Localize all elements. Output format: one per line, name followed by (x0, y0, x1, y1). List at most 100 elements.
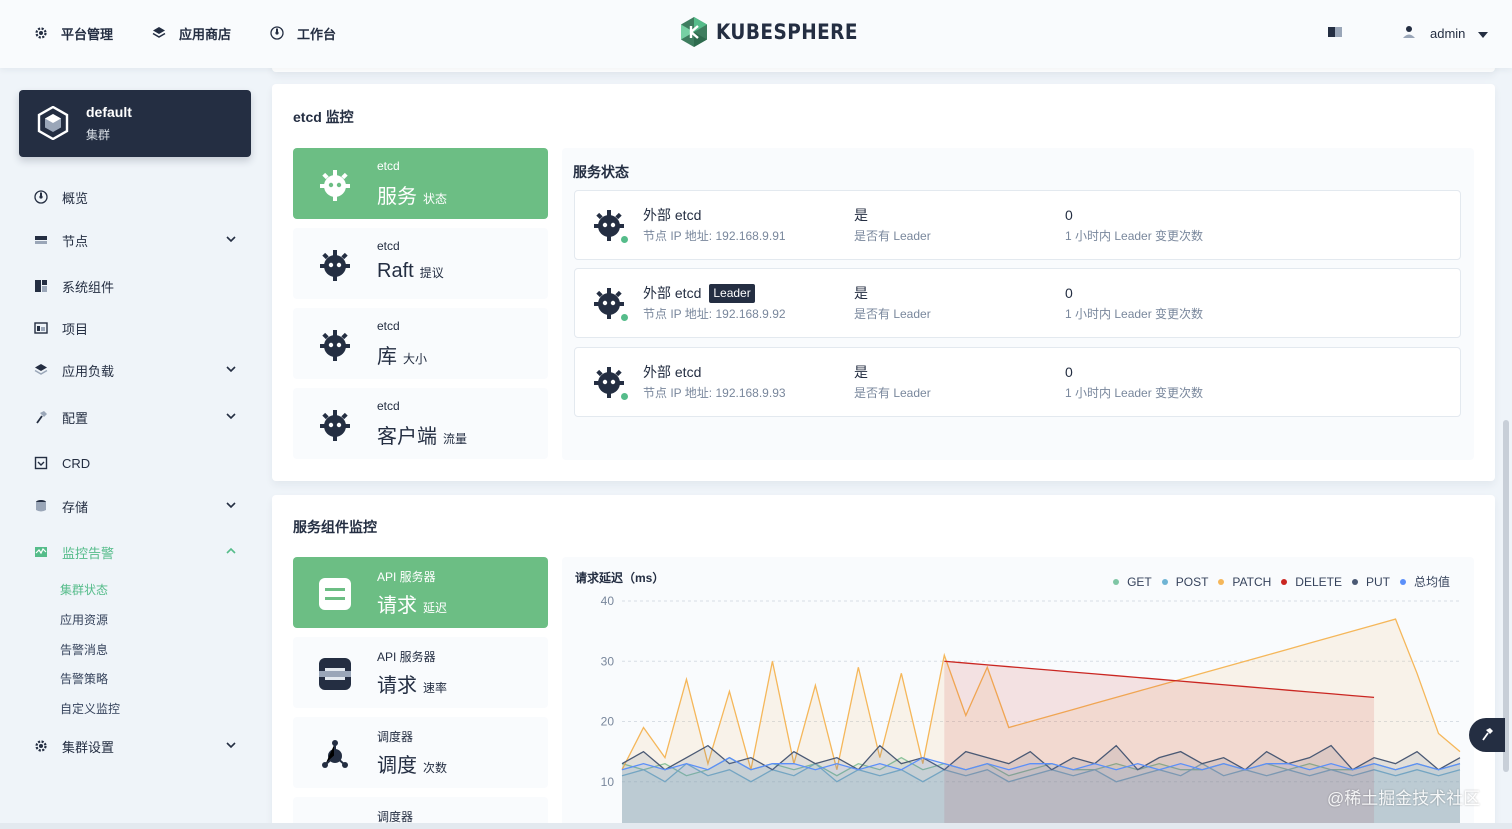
leader-changes-label: 1 小时内 Leader 变更次数 (1065, 386, 1204, 400)
sidebar-item-label: 配置 (62, 410, 89, 426)
cluster-type: 集群 (86, 128, 111, 142)
y-tick-label: 20 (601, 715, 615, 729)
sidebar-item-storage[interactable]: 存储 (33, 495, 243, 517)
sidebar-item-monitoring-alerting[interactable]: 监控告警 (33, 541, 243, 563)
sidebar-item-label: 项目 (62, 321, 89, 337)
tab-title: 服务 状态 (377, 186, 448, 208)
node-name: 外部 etcd (643, 207, 702, 223)
legend-dot (1218, 578, 1225, 585)
nav-platform-management[interactable]: 平台管理 (33, 22, 113, 44)
etcd-node-row: 外部 etcd Leader 节点 IP 地址: 192.168.9.92 是是否有… (574, 268, 1461, 338)
sidebar-item-label: 应用负载 (62, 363, 115, 379)
ip-value: 192.168.9.93 (715, 386, 786, 400)
nav-workbench[interactable]: 工作台 (269, 22, 336, 44)
series-line-DELETE[interactable] (944, 660, 1375, 699)
series-area-总均值 (622, 757, 1460, 829)
tab-etcd-service-status[interactable]: etcd 服务 状态 (293, 148, 548, 219)
legend-item[interactable]: DELETE (1281, 575, 1342, 589)
cluster-name: default (86, 104, 132, 120)
ip-label: 节点 IP 地址: (643, 386, 713, 400)
legend-item[interactable]: POST (1161, 574, 1209, 589)
ip-value: 192.168.9.91 (715, 229, 786, 243)
tab-subtitle: 调度器 (377, 730, 414, 744)
tab-subtitle: etcd (377, 319, 400, 333)
sidebar-item-configuration[interactable]: 配置 (33, 406, 243, 428)
leader-badge: Leader (709, 283, 755, 303)
legend-label: POST (1175, 574, 1209, 589)
layers-icon (151, 25, 167, 41)
sidebar-item-label: 节点 (62, 233, 89, 249)
kubesphere-logo[interactable]: KUBESPHERE (680, 16, 877, 48)
series-line-总均值[interactable] (621, 756, 1461, 771)
legend-dot (1161, 578, 1168, 585)
series-area-POST (622, 763, 1460, 829)
series-area-GET (622, 757, 1460, 829)
sidebar-item-label: 监控告警 (62, 545, 115, 561)
scheduler-icon (322, 740, 348, 768)
tab-title: 请求 速率 (377, 675, 448, 697)
status-dot (620, 313, 629, 322)
legend-item[interactable]: GET (1113, 575, 1152, 589)
user-menu[interactable]: admin (1402, 22, 1489, 44)
crd-icon (33, 455, 49, 471)
sidebar-subitem-alert-policies[interactable]: 告警策略 (60, 672, 109, 686)
series-line-POST[interactable] (621, 762, 1461, 783)
y-tick-label: 30 (601, 654, 615, 668)
docs-button[interactable] (1327, 22, 1343, 44)
sidebar-subitem-cluster-status[interactable]: 集群状态 (60, 583, 109, 597)
leader-changes-label: 1 小时内 Leader 变更次数 (1065, 229, 1204, 243)
sidebar-subitem-app-resources[interactable]: 应用资源 (60, 613, 109, 627)
leader-changes-label: 1 小时内 Leader 变更次数 (1065, 307, 1204, 321)
legend-dot (1113, 578, 1120, 585)
tab-etcd-client-traffic[interactable]: etcd 客户端 流量 (293, 388, 548, 459)
legend-item[interactable]: 总均值 (1399, 573, 1450, 590)
series-line-PUT[interactable] (621, 744, 1461, 771)
sidebar-item-crd[interactable]: CRD (33, 452, 243, 474)
service-status-box: 服务状态 外部 etcd 节点 IP 地址: 192.168.9.91 是是否有 … (562, 148, 1474, 460)
series-line-PATCH[interactable] (621, 618, 1461, 770)
toolbox-button[interactable] (1469, 718, 1505, 752)
tab-subtitle: 调度器 (377, 810, 414, 824)
sidebar-item-label: 概览 (62, 190, 89, 206)
chevron-down-icon (225, 363, 237, 378)
legend-item[interactable]: PATCH (1218, 575, 1271, 589)
status-dot (620, 235, 629, 244)
tab-apiserver-request-rate[interactable]: API 服务器 请求 速率 (293, 637, 548, 708)
hammer-icon (1480, 727, 1494, 744)
sidebar-item-cluster-settings[interactable]: 集群设置 (33, 735, 243, 757)
sidebar-item-nodes[interactable]: 节点 (33, 229, 243, 251)
tab-apiserver-request-latency[interactable]: API 服务器 请求 延迟 (293, 557, 548, 628)
tab-title: 调度 次数 (377, 755, 448, 777)
nav-app-store[interactable]: 应用商店 (151, 22, 231, 44)
sidebar-item-projects[interactable]: 项目 (33, 317, 243, 339)
monitor-icon (33, 544, 49, 560)
tab-etcd-db-size[interactable]: etcd 库大小 (293, 308, 548, 379)
etcd-icon (320, 170, 350, 201)
layers-icon (33, 362, 49, 378)
cluster-selector[interactable]: default 集群 (19, 90, 251, 157)
tab-etcd-raft-proposals[interactable]: etcd Raft 提议 (293, 228, 548, 299)
legend-label: PATCH (1232, 574, 1272, 589)
top-navigation-bar: 平台管理 应用商店 工作台 KUBESPHERE admin (0, 0, 1512, 68)
sidebar-item-label: 存储 (62, 499, 89, 515)
chart-legend: GET POST PATCH DELETE PUT 总均值 (1103, 573, 1450, 590)
sidebar-subitem-custom-monitoring[interactable]: 自定义监控 (60, 702, 121, 716)
etcd-icon (594, 367, 624, 398)
sidebar-item-workloads[interactable]: 应用负载 (33, 359, 243, 381)
etcd-icon (320, 330, 350, 361)
chevron-down-icon (225, 233, 237, 248)
tab-scheduler-attempts[interactable]: 调度器 调度 次数 (293, 717, 548, 788)
book-icon (1327, 25, 1343, 42)
ip-label: 节点 IP 地址: (643, 307, 713, 321)
nav-label: 工作台 (297, 26, 337, 42)
hammer-icon (33, 409, 49, 425)
user-icon (1402, 25, 1416, 42)
ip-label: 节点 IP 地址: (643, 229, 713, 243)
sidebar-item-system-components[interactable]: 系统组件 (33, 275, 243, 297)
legend-item[interactable]: PUT (1351, 575, 1390, 589)
sidebar-subitem-alert-messages[interactable]: 告警消息 (60, 643, 109, 657)
page-scrollbar[interactable] (1503, 420, 1509, 772)
chart-title: 请求延迟（ms） (575, 571, 665, 585)
username: admin (1430, 25, 1466, 41)
sidebar-item-overview[interactable]: 概览 (33, 186, 243, 208)
